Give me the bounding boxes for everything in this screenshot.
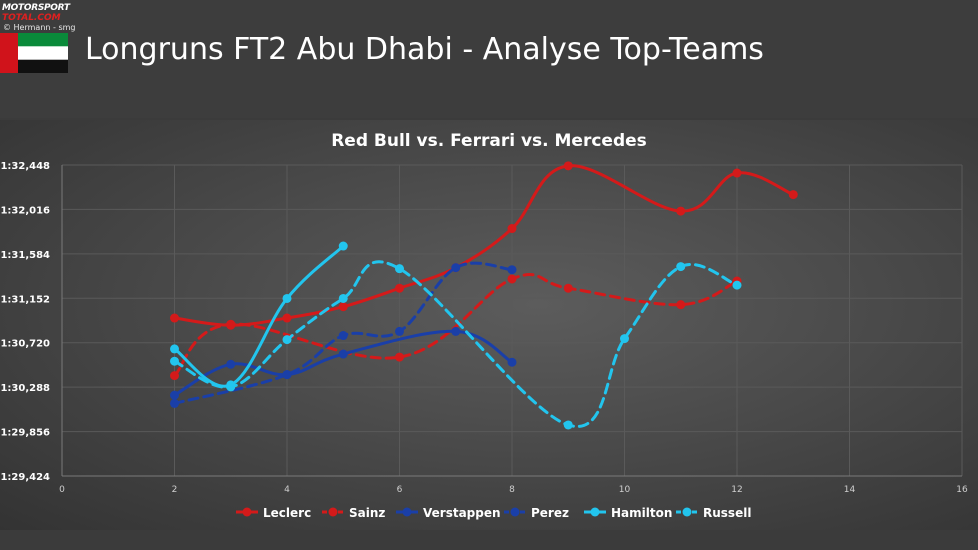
legend-item-sainz: Sainz (322, 506, 385, 520)
legend-item-russell: Russell (676, 506, 751, 520)
y-tick-label: 01:31,584 (0, 250, 50, 261)
y-tick-label: 01:30,288 (0, 383, 50, 394)
logo-line2: TOTAL.COM (2, 13, 61, 23)
data-point-perez (507, 265, 517, 275)
data-point-perez (395, 326, 404, 336)
data-point-leclerc (282, 313, 292, 323)
data-point-perez (451, 263, 461, 273)
legend-swatch-marker (242, 507, 252, 517)
series-russell (170, 260, 742, 430)
data-point-hamilton (170, 344, 179, 354)
x-tick-label: 2 (172, 485, 178, 495)
legend-swatch-marker (402, 507, 412, 517)
data-point-hamilton (282, 293, 292, 303)
legend-swatch-marker (510, 507, 520, 517)
series-sainz (170, 273, 742, 381)
legend-label: Sainz (349, 506, 385, 520)
series-perez (170, 261, 517, 408)
legend-label: Verstappen (423, 506, 501, 520)
data-point-hamilton (338, 241, 348, 251)
data-point-leclerc (788, 190, 798, 200)
logo-line1: MOTORSPORT (2, 3, 70, 13)
chart-title: Red Bull vs. Ferrari vs. Mercedes (331, 131, 647, 151)
data-point-russell (395, 264, 404, 274)
data-point-russell (226, 382, 236, 392)
data-point-sainz (563, 283, 573, 293)
legend-label: Hamilton (611, 506, 672, 520)
x-tick-label: 16 (956, 485, 968, 495)
data-point-leclerc (676, 206, 686, 216)
series-line-russell (173, 260, 739, 428)
grid (62, 164, 963, 477)
y-tick-label: 01:32,016 (0, 205, 50, 216)
data-point-leclerc (732, 168, 742, 178)
data-point-leclerc (170, 313, 179, 323)
legend-label: Leclerc (263, 506, 311, 520)
x-tick-label: 8 (509, 485, 515, 495)
series-leclerc (170, 161, 798, 330)
legend-item-perez: Perez (504, 506, 569, 520)
y-tick-label: 01:29,424 (0, 472, 50, 483)
legend-swatch-marker (682, 507, 692, 517)
data-point-russell (676, 262, 686, 272)
legend-item-leclerc: Leclerc (236, 506, 311, 520)
data-point-verstappen (451, 326, 461, 336)
data-point-russell (732, 280, 742, 290)
data-point-sainz (226, 319, 236, 329)
y-tick-label: 01:29,856 (0, 428, 50, 439)
legend: Leclerc Sainz Verstappen Perez Hamilton Russe… (236, 506, 751, 520)
data-point-russell (338, 293, 348, 303)
data-point-russell (282, 335, 292, 345)
data-point-perez (170, 398, 179, 408)
series-line-hamilton (173, 244, 345, 388)
data-point-russell (170, 356, 179, 366)
series-line-leclerc (173, 164, 795, 327)
x-tick-label: 4 (284, 485, 290, 495)
legend-label: Perez (531, 506, 569, 520)
legend-item-verstappen: Verstappen (396, 506, 501, 520)
y-tick-label: 01:30,720 (0, 339, 50, 350)
data-point-verstappen (226, 359, 236, 369)
legend-swatch-marker (328, 507, 338, 517)
x-tick-label: 0 (59, 485, 65, 495)
data-point-perez (282, 370, 292, 380)
data-point-leclerc (563, 161, 573, 171)
data-point-verstappen (170, 390, 179, 400)
series-hamilton (170, 241, 348, 390)
data-point-sainz (507, 274, 517, 284)
data-point-leclerc (395, 283, 404, 293)
data-point-leclerc (507, 224, 517, 234)
data-point-sainz (676, 300, 686, 310)
photo-credit: © Hermann - smg (3, 23, 76, 32)
uae-flag-icon (0, 33, 68, 73)
axes: 0 2 4 6 8 10 12 14 16 01:29,424 01:29,856 01:30,288… (0, 161, 968, 495)
data-point-verstappen (507, 357, 517, 367)
y-tick-label: 01:32,448 (0, 161, 50, 172)
series-line-sainz (173, 273, 739, 378)
data-point-sainz (395, 352, 404, 362)
series-line-perez (173, 261, 514, 405)
legend-label: Russell (703, 506, 751, 520)
data-point-russell (620, 334, 629, 344)
footer-bar (0, 530, 978, 550)
series (170, 161, 798, 430)
legend-item-hamilton: Hamilton (584, 506, 672, 520)
x-tick-label: 12 (731, 485, 742, 495)
data-point-russell (563, 420, 573, 430)
page-title: Longruns FT2 Abu Dhabi - Analyse Top-Tea… (85, 32, 764, 67)
series-line-verstappen (173, 329, 514, 397)
y-tick-label: 01:31,152 (0, 294, 50, 305)
x-tick-label: 14 (844, 485, 856, 495)
header: MOTORSPORT TOTAL.COM © Hermann - smg Lon… (0, 0, 978, 118)
x-tick-label: 6 (397, 485, 403, 495)
data-point-leclerc (338, 302, 348, 312)
data-point-perez (338, 331, 348, 341)
data-point-sainz (170, 371, 179, 381)
motorsport-total-logo: MOTORSPORT TOTAL.COM (2, 3, 72, 31)
x-tick-label: 10 (619, 485, 631, 495)
chart-panel (0, 120, 978, 530)
legend-swatch-marker (590, 507, 600, 517)
data-point-verstappen (338, 349, 348, 359)
